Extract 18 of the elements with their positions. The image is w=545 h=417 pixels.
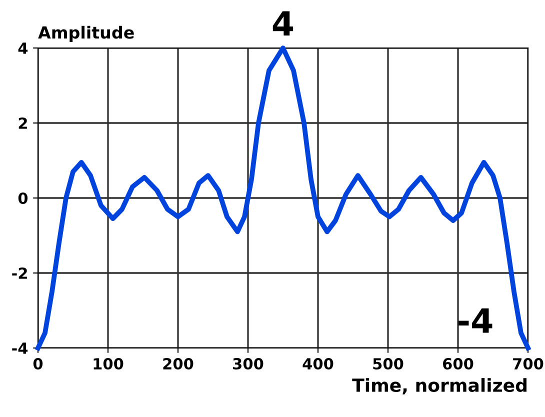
y-tick-label: 2	[18, 117, 27, 129]
x-tick-label: 300	[233, 358, 264, 370]
annotation: -4	[458, 308, 492, 333]
y-tick-label: -4	[12, 342, 28, 354]
x-tick-label: 700	[513, 358, 544, 370]
x-tick-label: 100	[94, 358, 124, 370]
x-tick-label: 400	[302, 358, 334, 370]
annotation: 4	[272, 11, 294, 36]
x-axis-title: Time, normalized	[352, 378, 526, 394]
x-tick-label: 500	[373, 358, 404, 370]
x-tick-label: 0	[33, 358, 43, 370]
y-tick-label: 4	[18, 42, 28, 54]
x-tick-label: 600	[443, 358, 474, 370]
y-tick-label: 0	[18, 192, 28, 204]
line-series	[36, 46, 530, 350]
y-axis-title: Amplitude	[38, 26, 134, 42]
y-tick-label: -2	[12, 267, 27, 279]
x-tick-label: 200	[163, 358, 194, 370]
